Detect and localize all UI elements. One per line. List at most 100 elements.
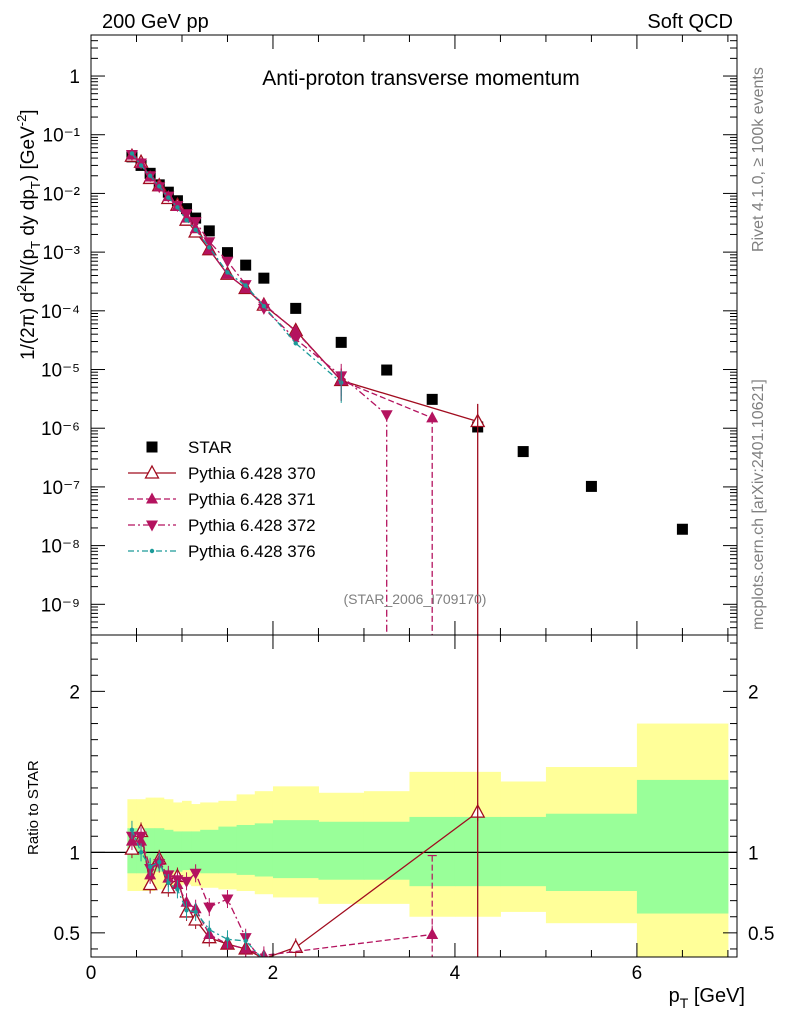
ratio-point [129,827,135,833]
uncertainty-band-inner [236,824,256,875]
ratio-ylabel: Ratio to STAR [25,760,42,855]
series-point [180,209,193,221]
main-ytick-label: 10⁻⁹ [41,595,80,616]
series-point [193,227,198,233]
legend-entry: Pythia 6.428 376 [128,542,316,561]
ratio-point [262,958,266,962]
ratio-point [157,859,162,865]
star-point [676,523,688,535]
ratio-point [184,908,189,913]
legend-entry: Pythia 6.428 370 [128,464,316,483]
main-ytick-label: 10⁻⁴ [41,302,80,323]
main-ytick-label: 10⁻⁶ [41,419,80,440]
ratio-plot-frame [90,634,738,958]
series-point [175,205,180,210]
legend-marker [144,464,160,479]
ratio-point [138,850,144,855]
uncertainty-band-inner [145,828,156,874]
uncertainty-band-inner [636,779,729,914]
series-pythia-6-428-370 [124,147,486,428]
main-ytick-label: 10⁻³ [43,243,81,264]
series-line [131,153,342,384]
series-point [129,151,135,156]
xtick-label: 4 [450,963,461,984]
legend-label: Pythia 6.428 372 [188,516,316,535]
xtick-label: 0 [86,963,97,984]
main-plot-axes: 10⁻⁹ 10⁻⁸ 10⁻⁷ 10⁻⁶ 10⁻⁵ 10⁻⁴ 10⁻³ 10⁻² 10⁻¹ 1 [41,34,737,636]
main-ytick-label: 10⁻⁵ [41,361,80,382]
main-ylabel: 1/(2π) d2N/(pT dy dpT) [GeV-2] [14,109,43,360]
mcplots-label: mcplots.cern.ch [arXiv:2401.10621] [750,379,767,630]
series-point [257,303,270,315]
ratio-point [290,961,302,972]
ratio-point [189,868,202,880]
main-ylabel-text: 1/(2π) d2N/(pT dy dpT) [GeV-2] [14,109,43,360]
ratio-point [166,880,171,886]
ratio-point [207,927,212,932]
star-point [381,364,393,376]
star-point [203,225,215,237]
main-ytick-label: 10⁻² [43,184,81,205]
legend-entry: Pythia 6.428 371 [128,490,316,509]
star-point [221,247,233,259]
series-point [147,173,153,178]
series-pythia-6-428-376 [129,151,344,385]
uncertainty-band-inner [172,831,183,872]
legend-entry: Pythia 6.428 372 [128,516,316,535]
ratio-point [203,902,216,914]
legend-entry: STAR [146,438,232,457]
star-point [585,480,597,492]
main-ytick-label: 10⁻⁸ [41,537,80,558]
xaxis-label-text: pT [GeV] [669,985,745,1011]
ratio-ytick-label: 2 [69,682,80,703]
series-point [189,217,202,229]
legend-marker [146,441,158,453]
ratio-point [147,864,153,870]
ratio-point [193,909,198,915]
series-line [131,154,433,419]
analysis-tag: (STAR_2006_I709170) [344,591,487,607]
ratio-ytick-label-right: 0.5 [748,924,774,945]
legend-label: Pythia 6.428 370 [188,464,316,483]
series-point [426,411,439,423]
main-ytick-label: 10⁻⁷ [42,478,80,499]
uncertainty-band-inner [272,820,319,879]
uncertainty-band-inner [500,816,547,887]
ratio-series-pythia-6-428-376 [129,820,266,962]
uncertainty-band-inner [200,829,219,874]
legend-marker [149,548,155,554]
series-point [221,256,234,268]
ratio-ytick-label-right: 2 [748,682,759,703]
header-right: Soft QCD [647,11,733,33]
ratio-point [221,894,234,906]
legend-label: STAR [188,438,232,457]
series-point [138,163,144,168]
uncertainty-band-inner [318,821,365,880]
legend-label: Pythia 6.428 376 [188,542,316,561]
series-point [207,245,212,250]
ratio-point [225,937,230,942]
legend-label: Pythia 6.428 371 [188,490,316,509]
uncertainty-band-inner [191,831,201,872]
star-point [290,302,302,314]
series-point [261,303,267,309]
legend: STAR Pythia 6.428 370 Pythia 6.428 371 Pyth… [128,438,316,561]
ratio-point [180,876,193,888]
series-point [225,270,230,275]
star-point [426,393,438,405]
series-line [131,155,478,423]
ratio-point [175,887,180,892]
ratio-point [243,938,248,944]
uncertainty-band-inner [218,826,238,874]
main-ytick-label: 10⁻¹ [43,126,81,147]
star-point [335,336,347,348]
legend-marker [146,492,158,504]
series-point [293,341,298,346]
series-point [157,184,162,189]
uncertainty-band-inner [254,823,274,877]
ratio-plot-panel: 0.5 0.5 1 1 2 2 0 2 4 6 [54,634,774,984]
main-plot-panel: 10⁻⁹ 10⁻⁸ 10⁻⁷ 10⁻⁶ 10⁻⁵ 10⁻⁴ 10⁻³ 10⁻² 10⁻¹ 1 An… [41,34,738,636]
xaxis-label: pT [GeV] [669,985,745,1011]
ratio-plot-content [91,635,737,972]
